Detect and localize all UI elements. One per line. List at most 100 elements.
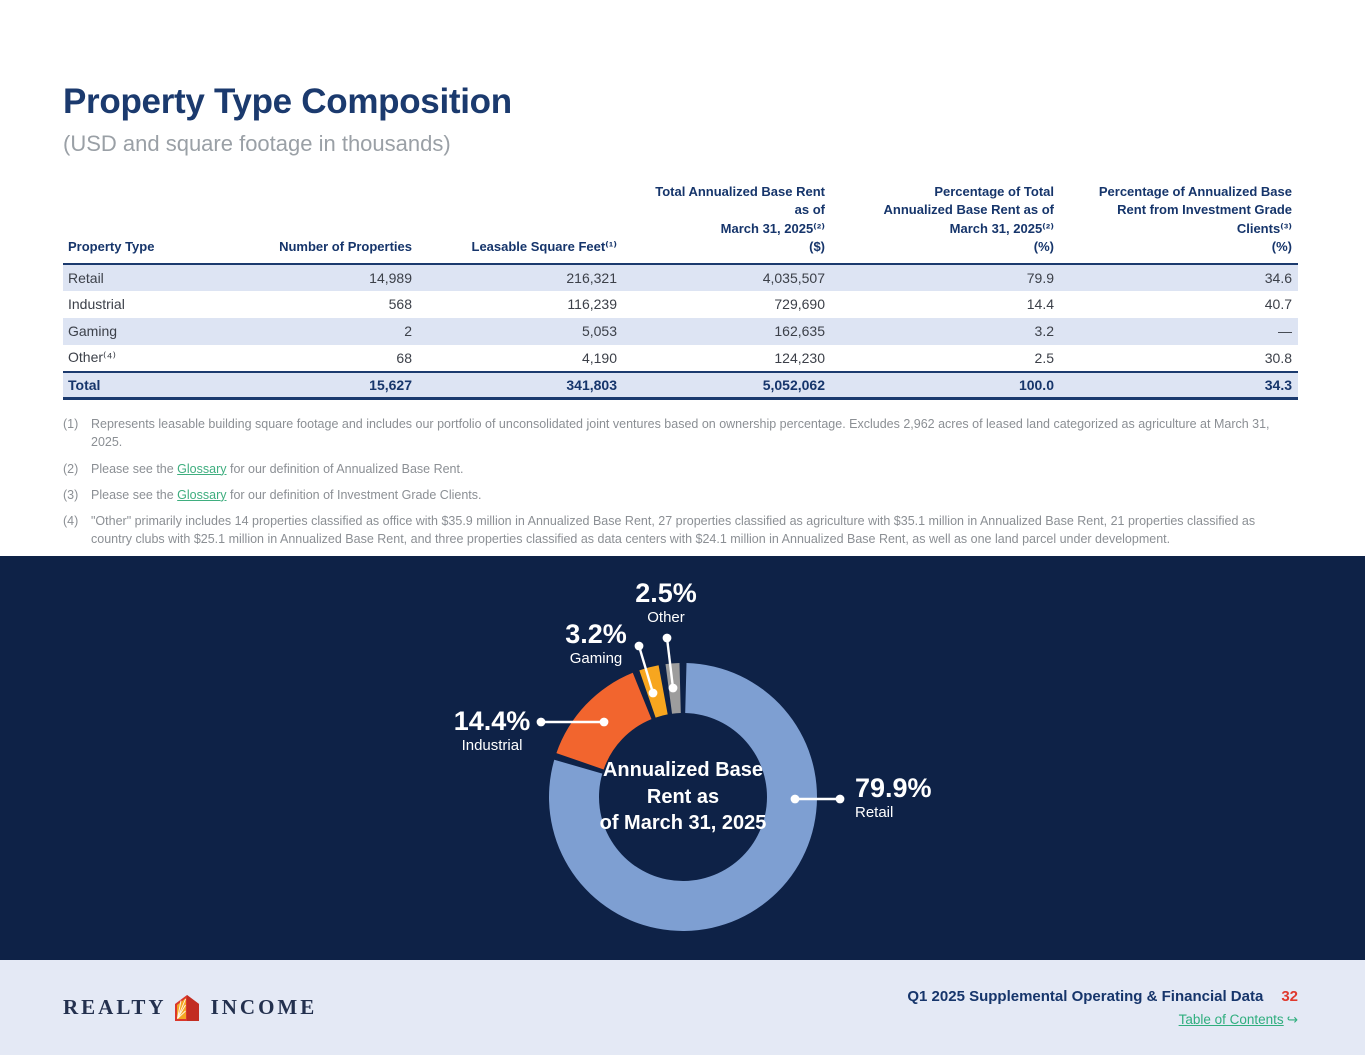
footnote-marker: (1) (63, 417, 79, 432)
footnote-2: (2) Please see the Glossary for our defi… (63, 460, 1298, 478)
toc-hook-arrow-icon: ↪ (1286, 1011, 1298, 1027)
cell-pct-investment-grade: — (1060, 317, 1298, 345)
footnote-text-segment: Please see the (91, 461, 178, 476)
brand-word-income: INCOME (210, 995, 318, 1019)
cell-pct-investment-grade: 30.8 (1264, 349, 1292, 366)
chart-label-name: Retail (855, 804, 894, 821)
header-line: Leasable Square Feet⁽¹⁾ (471, 239, 618, 255)
table-of-contents-link[interactable]: Table of Contents (1178, 1011, 1284, 1027)
chart-label-value: 79.9% (855, 773, 932, 803)
chart-label-other: 2.5% Other (635, 578, 697, 627)
col-header-leasable-square-feet: Leasable Square Feet⁽¹⁾ (418, 183, 623, 265)
chart-label-retail: 79.9% Retail (855, 773, 932, 822)
chart-label-name: Gaming (569, 650, 623, 667)
footnote-1: (1) Represents leasable building square … (63, 415, 1298, 451)
page-title: Property Type Composition (63, 82, 512, 121)
donut-chart-section: 2.5% Other 3.2% Gaming 14.4% Industrial … (0, 556, 1365, 960)
table-row-retail: Retail 14,989 216,321 4,035,507 79.9 34.… (63, 263, 1298, 291)
footer-right: Q1 2025 Supplemental Operating & Financi… (907, 988, 1298, 1028)
brand-word-realty: REALTY (63, 995, 167, 1019)
header-line: Annualized Base Rent as of (883, 202, 1054, 218)
header-line: March 31, 2025⁽²⁾ (949, 220, 1054, 236)
table-row-gaming: Gaming 2 5,053 162,635 3.2 — (63, 317, 1298, 345)
donut-slice-retail (549, 663, 817, 931)
cell-pct-investment-grade: 40.7 (1264, 296, 1292, 313)
callout-line-gaming (634, 641, 658, 698)
footnote-marker: (3) (63, 487, 79, 502)
footnote-text: Represents leasable building square foot… (91, 415, 1298, 451)
cell-leasable-square-feet: 5,053 (418, 317, 623, 345)
cell-property-type: Industrial (68, 296, 125, 313)
col-header-property-type: Property Type (63, 183, 243, 265)
center-label-line: Annualized Base (602, 759, 764, 782)
col-header-percentage-investment-grade: Percentage of Annualized Base Rent from … (1060, 183, 1298, 265)
footnote-text-segment: for our definition of Investment Grade C… (226, 487, 482, 502)
page-number: 32 (1281, 987, 1298, 1005)
house-sunburst-icon (173, 993, 205, 1023)
cell-leasable-square-feet: 4,190 (581, 349, 617, 366)
page-subtitle: (USD and square footage in thousands) (63, 131, 451, 156)
glossary-link[interactable]: Glossary (177, 461, 227, 476)
cell-number-of-properties: 14,989 (243, 263, 418, 291)
chart-label-value: 14.4% (453, 706, 531, 736)
header-line: Rent from Investment Grade (1117, 202, 1292, 218)
footnote-marker: (2) (63, 461, 79, 476)
cell-pct-abr: 100.0 (831, 370, 1060, 401)
footnote-3: (3) Please see the Glossary for our defi… (63, 486, 1298, 504)
chart-label-industrial: 14.4% Industrial (454, 706, 531, 755)
footnotes: (1) Represents leasable building square … (63, 415, 1298, 548)
footer-toc-line: Table of Contents ↪ (907, 1012, 1298, 1028)
header-line: Percentage of Annualized Base (1098, 184, 1292, 199)
header-line: Number of Properties (279, 239, 412, 255)
cell-property-type: Total (63, 370, 243, 401)
cell-pct-investment-grade: 34.6 (1060, 263, 1298, 291)
table-row-other: Other⁽⁴⁾ 68 4,190 124,230 2.5 30.8 (63, 345, 1298, 372)
header-line: Property Type (68, 239, 155, 255)
cell-property-type: Gaming (63, 317, 243, 345)
callout-line-other (662, 633, 678, 693)
footnote-marker: (4) (63, 513, 79, 528)
donut-center-label: Annualized Base Rent as of March 31, 202… (538, 757, 828, 837)
cell-number-of-properties: 2 (243, 317, 418, 345)
footnote-text-segment: "Other" primarily includes 14 properties… (91, 513, 1256, 546)
cell-total-abr: 5,052,062 (623, 370, 831, 401)
table-row-industrial: Industrial 568 116,239 729,690 14.4 40.7 (63, 291, 1298, 318)
cell-property-type: Other⁽⁴⁾ (68, 349, 116, 366)
cell-number-of-properties: 15,627 (243, 370, 418, 401)
footer-doc-title-line: Q1 2025 Supplemental Operating & Financi… (907, 988, 1298, 1005)
footnote-text: Please see the Glossary for our definiti… (91, 460, 1298, 478)
cell-pct-abr: 79.9 (831, 263, 1060, 291)
header-line: March 31, 2025⁽²⁾ (720, 220, 825, 236)
chart-label-value: 3.2% (565, 619, 627, 649)
col-header-number-of-properties: Number of Properties (243, 183, 418, 265)
footnote-text-segment: Please see the (91, 487, 178, 502)
chart-label-value: 2.5% (635, 578, 697, 608)
header-line: (%) (1271, 239, 1292, 255)
footnote-4: (4) "Other" primarily includes 14 proper… (63, 512, 1298, 548)
callout-line-industrial (536, 717, 609, 727)
glossary-link[interactable]: Glossary (177, 487, 227, 502)
cell-pct-abr: 3.2 (831, 317, 1060, 345)
table-header-row: Property Type Number of Properties Leasa… (63, 183, 1298, 265)
center-label-line: of March 31, 2025 (599, 812, 767, 835)
col-header-total-annualized-base-rent: Total Annualized Base Rent as of March 3… (623, 183, 831, 265)
footnote-text: "Other" primarily includes 14 properties… (91, 512, 1298, 548)
cell-pct-investment-grade: 34.3 (1060, 370, 1298, 401)
footnote-text-segment: Represents leasable building square foot… (91, 417, 1270, 450)
footnote-text-segment: for our definition of Annualized Base Re… (226, 461, 464, 476)
header-line: Total Annualized Base Rent (655, 184, 825, 199)
cell-total-abr: 729,690 (774, 296, 825, 313)
table-row-total: Total 15,627 341,803 5,052,062 100.0 34.… (63, 370, 1298, 401)
center-label-line: Rent as (646, 785, 720, 808)
cell-total-abr: 162,635 (623, 317, 831, 345)
callout-line-retail (790, 794, 845, 804)
donut-chart (536, 633, 845, 931)
cell-pct-abr: 2.5 (1034, 349, 1054, 366)
cell-total-abr: 4,035,507 (623, 263, 831, 291)
cell-leasable-square-feet: 216,321 (418, 263, 623, 291)
cell-leasable-square-feet: 116,239 (567, 296, 617, 313)
footer: REALTY INCOME Q1 2025 Suppleme (0, 960, 1365, 1055)
chart-label-name: Other (647, 609, 685, 626)
header-line: as of (794, 202, 825, 218)
